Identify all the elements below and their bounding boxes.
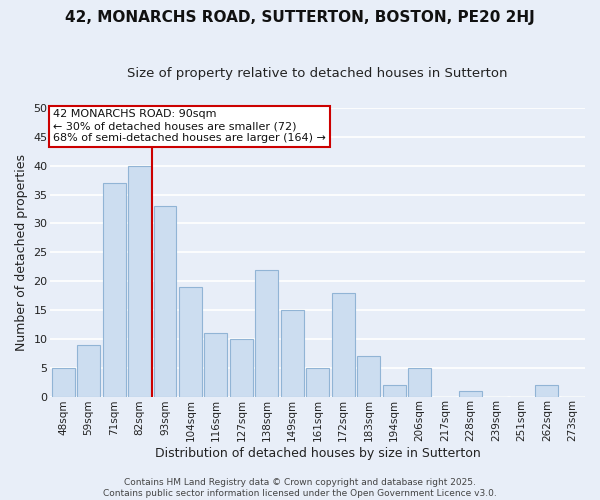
Bar <box>256 270 278 396</box>
Bar <box>408 368 431 396</box>
Bar <box>281 310 304 396</box>
Bar <box>205 333 227 396</box>
Bar <box>103 183 125 396</box>
Bar <box>459 391 482 396</box>
Bar <box>230 339 253 396</box>
Text: 42 MONARCHS ROAD: 90sqm
← 30% of detached houses are smaller (72)
68% of semi-de: 42 MONARCHS ROAD: 90sqm ← 30% of detache… <box>53 110 326 142</box>
Y-axis label: Number of detached properties: Number of detached properties <box>15 154 28 351</box>
Bar <box>179 287 202 397</box>
Text: 42, MONARCHS ROAD, SUTTERTON, BOSTON, PE20 2HJ: 42, MONARCHS ROAD, SUTTERTON, BOSTON, PE… <box>65 10 535 25</box>
Bar <box>77 344 100 397</box>
Bar <box>332 292 355 397</box>
Bar <box>128 166 151 396</box>
Bar <box>535 385 558 396</box>
Title: Size of property relative to detached houses in Sutterton: Size of property relative to detached ho… <box>127 68 508 80</box>
Bar <box>306 368 329 396</box>
Bar <box>52 368 74 396</box>
Bar <box>357 356 380 397</box>
Bar <box>154 206 176 396</box>
X-axis label: Distribution of detached houses by size in Sutterton: Distribution of detached houses by size … <box>155 447 481 460</box>
Bar <box>383 385 406 396</box>
Text: Contains HM Land Registry data © Crown copyright and database right 2025.
Contai: Contains HM Land Registry data © Crown c… <box>103 478 497 498</box>
